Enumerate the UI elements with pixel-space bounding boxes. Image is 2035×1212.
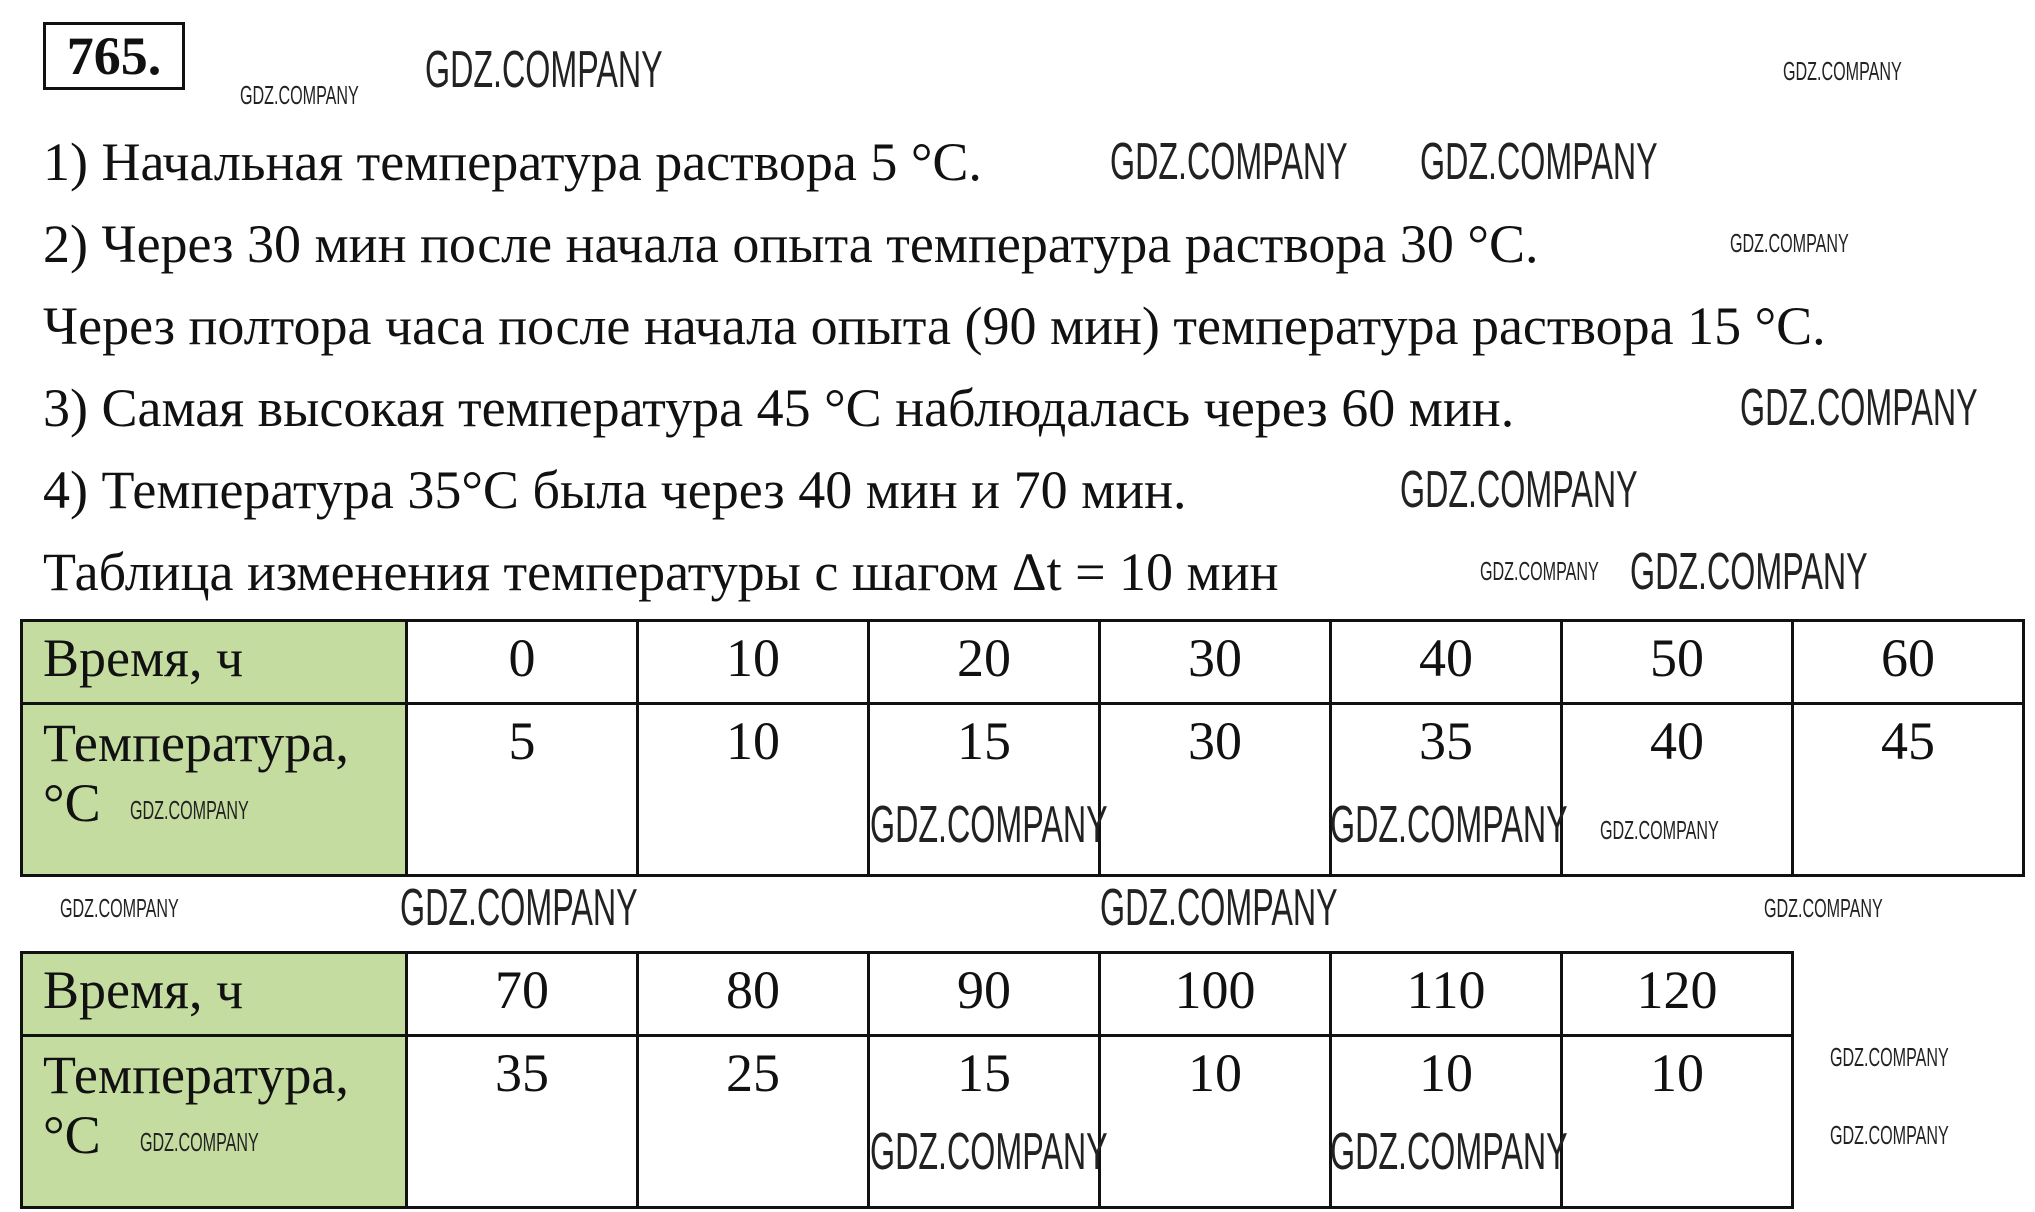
time-cell: 120 [1560, 951, 1794, 1037]
temperature-cell: 35 [405, 1034, 639, 1209]
temperature-table-1: Время, ч 0 10 20 30 40 50 60 Температура… [20, 619, 2025, 877]
watermark: GDZ.COMPANY [1740, 379, 1978, 437]
temperature-table-2: Время, ч 70 80 90 100 110 120 Температур… [20, 951, 1794, 1209]
watermark: GDZ.COMPANY [1480, 556, 1599, 586]
temperature-cell: 15 [867, 1034, 1101, 1209]
watermark: GDZ.COMPANY [1400, 461, 1638, 519]
temperature-cell: 25 [636, 1034, 870, 1209]
watermark: GDZ.COMPANY [1783, 56, 1902, 86]
watermark: GDZ.COMPANY [60, 893, 179, 923]
row-header-time: Время, ч [20, 619, 408, 705]
watermark: GDZ.COMPANY [1830, 1120, 1949, 1150]
watermark: GDZ.COMPANY [1420, 133, 1658, 191]
watermark: GDZ.COMPANY [240, 80, 359, 110]
watermark: GDZ.COMPANY [1764, 893, 1883, 923]
time-cell: 70 [405, 951, 639, 1037]
answer-line-4: 3) Самая высокая температура 45 °C наблю… [43, 378, 1515, 438]
watermark: GDZ.COMPANY [870, 796, 1108, 854]
table-caption: Таблица изменения температуры с шагом Δt… [43, 542, 1279, 602]
time-cell: 80 [636, 951, 870, 1037]
temperature-cell: 15 [867, 702, 1101, 877]
row-header-temperature: Температура, °C [20, 1034, 408, 1209]
watermark: GDZ.COMPANY [1830, 1042, 1949, 1072]
time-cell: 20 [867, 619, 1101, 705]
time-cell: 30 [1098, 619, 1332, 705]
answer-line-3: Через полтора часа после начала опыта (9… [43, 296, 1826, 356]
temperature-cell: 45 [1791, 702, 2025, 877]
time-cell: 40 [1329, 619, 1563, 705]
time-row: Время, ч 0 10 20 30 40 50 60 [20, 619, 2025, 705]
watermark: GDZ.COMPANY [400, 879, 638, 937]
watermark: GDZ.COMPANY [1330, 1123, 1568, 1181]
watermark: GDZ.COMPANY [1600, 815, 1719, 845]
time-cell: 100 [1098, 951, 1332, 1037]
watermark: GDZ.COMPANY [1330, 796, 1568, 854]
watermark: GDZ.COMPANY [1730, 228, 1849, 258]
temperature-row: Температура, °C 35 25 15 10 10 10 [20, 1034, 1794, 1209]
temperature-cell: 10 [1329, 1034, 1563, 1209]
answer-line-2: 2) Через 30 мин после начала опыта темпе… [43, 214, 1539, 274]
temperature-cell: 5 [405, 702, 639, 877]
temperature-cell: 10 [636, 702, 870, 877]
answer-line-1: 1) Начальная температура раствора 5 °C. [43, 132, 982, 192]
time-cell: 110 [1329, 951, 1563, 1037]
watermark: GDZ.COMPANY [425, 41, 663, 99]
temperature-cell: 40 [1560, 702, 1794, 877]
time-row: Время, ч 70 80 90 100 110 120 [20, 951, 1794, 1037]
temperature-row: Температура, °C 5 10 15 30 35 40 45 [20, 702, 2025, 877]
time-cell: 0 [405, 619, 639, 705]
watermark: GDZ.COMPANY [140, 1127, 259, 1157]
time-cell: 50 [1560, 619, 1794, 705]
temperature-cell: 30 [1098, 702, 1332, 877]
temperature-cell: 10 [1560, 1034, 1794, 1209]
row-header-time: Время, ч [20, 951, 408, 1037]
time-cell: 90 [867, 951, 1101, 1037]
temperature-cell: 10 [1098, 1034, 1332, 1209]
exercise-number: 765. [43, 22, 185, 90]
watermark: GDZ.COMPANY [1110, 133, 1348, 191]
watermark: GDZ.COMPANY [1100, 879, 1338, 937]
time-cell: 60 [1791, 619, 2025, 705]
watermark: GDZ.COMPANY [1630, 543, 1868, 601]
temperature-cell: 35 [1329, 702, 1563, 877]
answer-line-5: 4) Температура 35°C была через 40 мин и … [43, 460, 1187, 520]
time-cell: 10 [636, 619, 870, 705]
row-header-temperature: Температура, °C [20, 702, 408, 877]
watermark: GDZ.COMPANY [870, 1123, 1108, 1181]
watermark: GDZ.COMPANY [130, 795, 249, 825]
